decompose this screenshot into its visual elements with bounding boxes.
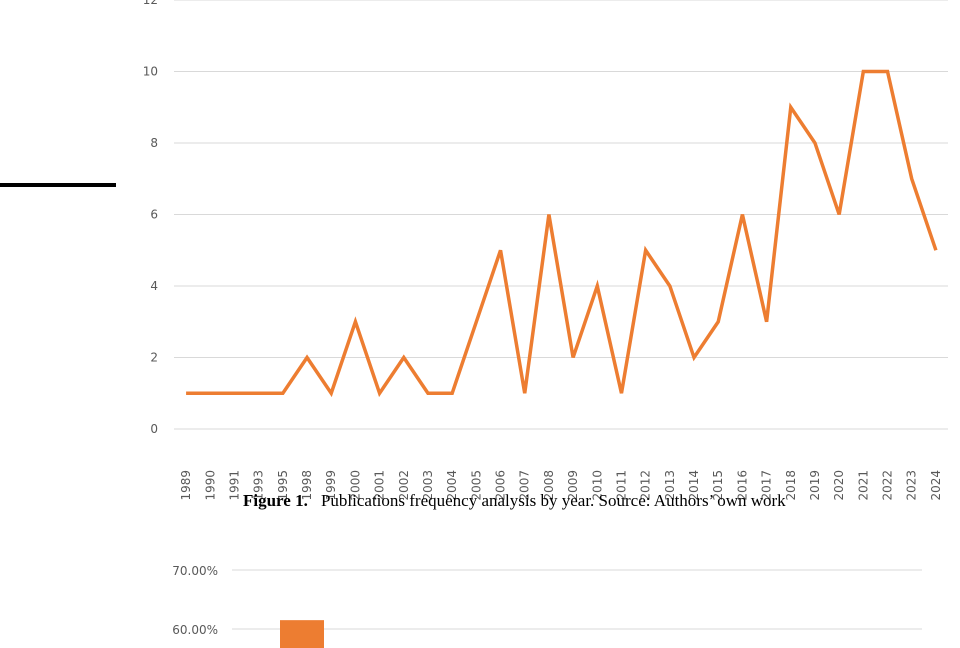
x-tick-label: 2007 (518, 470, 532, 501)
x-tick-label: 2004 (445, 470, 459, 501)
y-tick-label: 4 (150, 279, 158, 293)
x-tick-label: 2015 (711, 470, 725, 501)
caption-label: Figure 1. (243, 491, 308, 510)
x-tick-label: 1989 (179, 470, 193, 501)
x-tick-label: 1993 (252, 470, 266, 501)
x-tick-label: 1991 (227, 470, 241, 501)
x-tick-label: 2014 (687, 470, 701, 501)
y-tick-label: 2 (150, 351, 158, 365)
x-tick-labels: 1989 1990 1991 1993 1995 1998 1999 2000 2001 2002… (179, 470, 943, 501)
x-tick-label: 1995 (276, 470, 290, 501)
x-tick-label: 2021 (856, 470, 870, 501)
x-tick-label: 2019 (808, 470, 822, 501)
figure-caption: Figure 1. Publications frequency analysi… (243, 491, 786, 510)
y-gridlines (232, 569, 922, 630)
caption-text: Publications frequency analysis by year.… (321, 491, 786, 510)
svg-text:Figure 1. Publications f: Figure 1. Publications frequency analysi… (243, 491, 786, 510)
bar (280, 620, 324, 648)
x-tick-label: 2012 (639, 470, 653, 501)
x-tick-label: 1990 (203, 470, 217, 501)
x-tick-label: 2011 (614, 470, 628, 501)
x-tick-label: 2017 (760, 470, 774, 501)
x-tick-label: 2006 (494, 470, 508, 501)
x-tick-label: 2020 (832, 470, 846, 501)
y-tick-label: 12 (143, 0, 158, 7)
x-tick-label: 2003 (421, 470, 435, 501)
x-tick-label: 2024 (929, 470, 943, 501)
x-tick-label: 1999 (324, 470, 338, 501)
x-tick-label: 2022 (881, 470, 895, 501)
x-tick-label: 2009 (566, 470, 580, 501)
y-tick-labels: 60.00% 70.00% (172, 564, 218, 637)
x-tick-label: 2001 (373, 470, 387, 501)
x-tick-label: 2010 (590, 470, 604, 501)
y-tick-label: 60.00% (172, 623, 218, 637)
x-tick-label: 1998 (300, 470, 314, 501)
x-tick-label: 2005 (469, 470, 483, 501)
x-tick-label: 2002 (397, 470, 411, 501)
y-tick-label: 8 (150, 136, 158, 150)
x-tick-label: 2018 (784, 470, 798, 501)
percentage-bar-chart: 60.00% 70.00% (172, 564, 922, 648)
bars (280, 620, 324, 648)
y-tick-label: 70.00% (172, 564, 218, 578)
x-tick-label: 2023 (905, 470, 919, 501)
x-tick-label: 2008 (542, 470, 556, 501)
series-line (186, 69, 938, 398)
publications-line-chart: 0 2 4 6 8 10 12 1989 1990 1991 1993 1995 1998 1999 20… (143, 0, 948, 501)
y-tick-label: 6 (150, 208, 158, 222)
series (186, 69, 938, 398)
x-tick-label: 2013 (663, 470, 677, 501)
y-tick-label: 0 (150, 422, 158, 436)
y-gridlines (174, 0, 948, 430)
x-tick-label: 2016 (735, 470, 749, 501)
y-tick-label: 10 (143, 65, 158, 79)
y-tick-labels: 0 2 4 6 8 10 12 (143, 0, 158, 436)
x-tick-label: 2000 (348, 470, 362, 501)
